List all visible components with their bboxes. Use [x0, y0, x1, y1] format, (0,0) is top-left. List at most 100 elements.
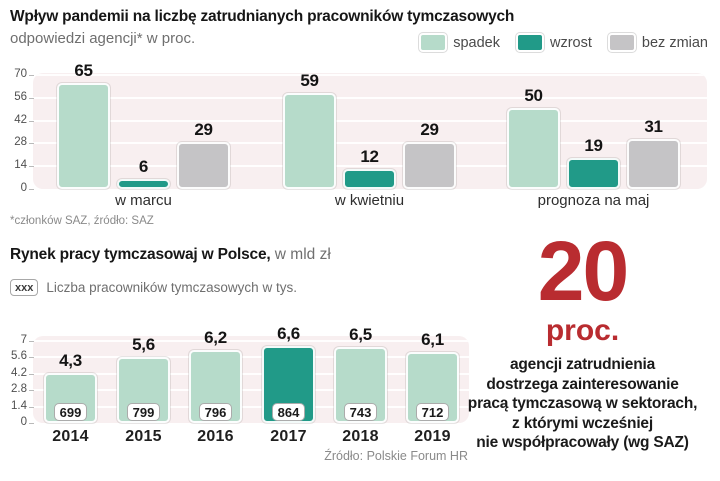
bez zmian-swatch [607, 33, 636, 52]
gridline2-1.4 [33, 405, 469, 408]
xxx-legend-box: xxx [10, 279, 39, 296]
callout-line-2: pracą tymczasową w sektorach, [467, 395, 698, 412]
category-label-2: prognoza na maj [537, 192, 650, 209]
y-tick-label-70: 70 [14, 68, 27, 80]
callout-line-0: agencji zatrudnienia [509, 356, 655, 373]
bar-value-label: 65 [74, 61, 93, 81]
y-tick-mark-56 [29, 97, 34, 99]
bar-wzrost-w marcu [117, 179, 170, 189]
bar-spadek-w marcu [57, 83, 110, 189]
worker-count-wrap: 712 [406, 403, 459, 421]
bar-bez zmian-w marcu [177, 141, 230, 189]
bar-value-label: 4,3 [59, 350, 82, 370]
y-tick-mark-42 [29, 120, 34, 122]
category-label-0: w marcu [115, 192, 172, 209]
gridline2-4.2 [33, 372, 469, 375]
bar-value-label: 6 [138, 157, 149, 177]
worker-count-2019: 712 [415, 403, 450, 421]
worker-count-2016: 796 [198, 403, 233, 421]
bar-value-label: 6,1 [421, 329, 444, 349]
y-tick-mark-70 [29, 75, 34, 76]
bar-value-label: 12 [360, 147, 379, 167]
category-label-1: w kwietniu [334, 192, 405, 209]
callout-line-1: dostrzega zainteresowanie [486, 375, 679, 393]
bar-value-label: 5,6 [132, 335, 155, 355]
bar-spadek-prognoza na maj [507, 107, 560, 189]
bar-value-label: 31 [644, 116, 663, 136]
gridline2-7 [33, 340, 469, 342]
y-tick-mark-28 [29, 143, 34, 145]
gridline-42 [33, 119, 707, 122]
gridline-56 [33, 96, 707, 99]
gridline-70 [33, 74, 707, 76]
callout-line-3: z którymi wcześniej [512, 414, 653, 432]
bar-wzrost-w kwietniu [343, 169, 396, 189]
callout-unit: proc. [545, 314, 620, 347]
legend-label-wzrost: wzrost [550, 34, 592, 51]
wzrost-swatch [516, 33, 544, 52]
chart2-legend: xxx Liczba pracowników tymczasowych w ty… [10, 279, 297, 296]
bar-value-label: 19 [584, 136, 603, 156]
y2-tick-label-1.4: 1.4 [11, 399, 27, 412]
legend-label-bez zmian: bez zmian [641, 34, 708, 51]
callout: 20 proc. agencji zatrudnienia dostrzega z… [450, 224, 715, 453]
y-tick-label-56: 56 [14, 90, 27, 103]
chart1-legend: spadek wzrost bez zmian [419, 33, 708, 52]
legend-label-spadek: spadek [453, 34, 500, 51]
worker-count-wrap: 799 [117, 403, 170, 421]
bar-spadek-w kwietniu [283, 92, 336, 189]
y2-tick-label-0: 0 [20, 416, 27, 428]
y2-tick-label-2.8: 2.8 [11, 383, 27, 396]
bar-value-label: 29 [194, 119, 213, 139]
y-tick-label-14: 14 [14, 159, 27, 172]
gridline2-5.6 [33, 356, 469, 359]
worker-count-wrap: 864 [262, 403, 315, 421]
year-label-2017: 2017 [270, 428, 307, 445]
y-tick-mark-14 [29, 166, 34, 168]
legend-item-wzrost: wzrost [516, 33, 592, 52]
gridline2-2.8 [33, 389, 469, 392]
y2-tick-mark-1.4 [29, 406, 34, 408]
chart1-title: Wpływ pandemii na liczbę zatrudnianych p… [10, 8, 515, 25]
y2-tick-label-5.6: 5.6 [11, 350, 27, 363]
callout-number: 20 [537, 224, 629, 318]
y-tick-label-28: 28 [14, 136, 27, 149]
chart2-source: Źródło: Polskie Forum HR [324, 449, 468, 463]
y-tick-label-0: 0 [20, 182, 27, 194]
bar-value-label: 59 [300, 70, 319, 90]
y2-tick-label-4.2: 4.2 [11, 366, 27, 379]
worker-count-wrap: 796 [189, 403, 242, 421]
legend-item-bez zmian: bez zmian [607, 33, 708, 52]
y2-tick-mark-5.6 [29, 357, 34, 359]
year-label-2014: 2014 [52, 428, 89, 445]
y2-tick-mark-0 [29, 423, 34, 424]
y2-tick-mark-4.2 [29, 373, 34, 375]
spadek-swatch [419, 33, 448, 52]
chart2-legend-text: Liczba pracowników tymczasowych w tys. [46, 280, 297, 295]
chart2-title-unit: w mld zł [270, 246, 331, 263]
y-tick-label-42: 42 [14, 113, 27, 126]
callout-text: agencji zatrudnienia dostrzega zaintereso… [450, 355, 715, 453]
bar-year-2014 [44, 372, 97, 423]
worker-count-wrap: 699 [44, 403, 97, 421]
bar-value-label: 6,5 [349, 324, 372, 344]
year-label-2018: 2018 [342, 428, 379, 445]
worker-count-2017: 864 [271, 403, 306, 421]
bar-value-label: 29 [420, 119, 439, 139]
chart1-subtitle: odpowiedzi agencji* w proc. [10, 30, 196, 47]
bar-value-label: 6,6 [277, 323, 300, 343]
chart2-title-bold: Rynek pracy tymczasowaj w Polsce, [10, 246, 271, 263]
y2-tick-mark-7 [29, 341, 34, 342]
worker-count-2015: 799 [126, 403, 161, 421]
gridline-28 [33, 142, 707, 145]
year-label-2015: 2015 [125, 428, 162, 445]
callout-line-4: nie współpracowały (wg SAZ) [476, 434, 689, 451]
chart2-title: Rynek pracy tymczasowaj w Polsce, w mld … [10, 246, 331, 264]
gridline-14 [33, 165, 707, 168]
legend-item-spadek: spadek [419, 33, 500, 52]
bar-value-label: 6,2 [204, 328, 227, 348]
y2-tick-mark-2.8 [29, 390, 34, 392]
bar-bez zmian-prognoza na maj [627, 138, 680, 189]
year-label-2016: 2016 [197, 428, 234, 445]
